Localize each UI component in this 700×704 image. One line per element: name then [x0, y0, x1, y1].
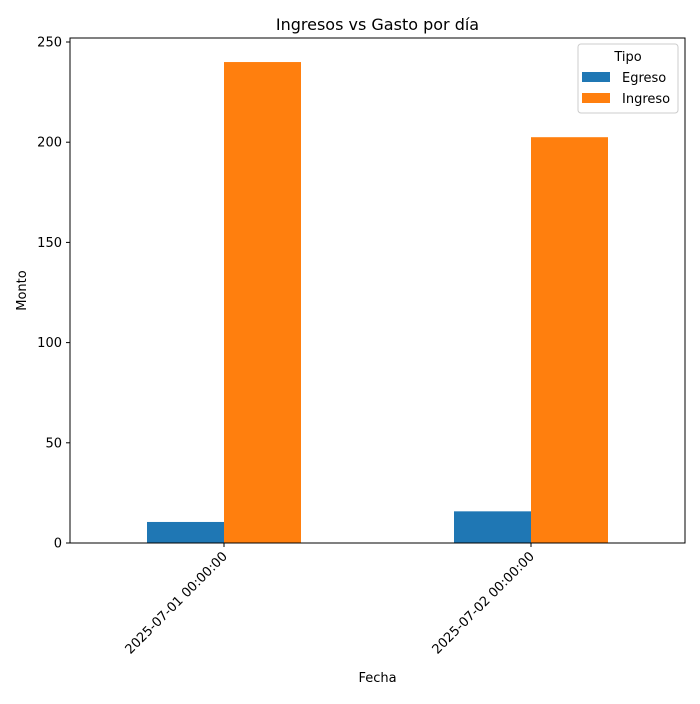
chart-title: Ingresos vs Gasto por día [276, 15, 479, 34]
legend-label-egreso: Egreso [622, 71, 666, 86]
y-tick-label: 50 [45, 436, 62, 451]
legend-title: Tipo [613, 50, 641, 65]
legend-swatch-ingreso [582, 93, 610, 103]
x-tick-label: 2025-07-01 00:00:00 [123, 549, 231, 657]
y-tick-label: 0 [54, 537, 62, 552]
plot-frame [69, 37, 686, 544]
y-tick-label: 200 [37, 136, 62, 151]
x-axis-label: Fecha [358, 671, 396, 686]
bars-layer [147, 62, 608, 544]
bar-ingreso-1 [224, 62, 301, 544]
x-tick-label: 2025-07-02 00:00:00 [430, 549, 538, 657]
legend-label-ingreso: Ingreso [622, 92, 670, 107]
y-tick-label: 150 [37, 236, 62, 251]
bar-ingreso-2 [531, 137, 608, 544]
legend: Tipo Egreso Ingreso [577, 43, 679, 114]
y-axis-label: Monto [15, 270, 30, 311]
y-tick-label: 250 [37, 36, 62, 51]
bar-egreso-1 [147, 521, 224, 543]
bar-egreso-2 [454, 511, 531, 543]
legend-swatch-egreso [582, 72, 610, 82]
y-tick-label: 100 [37, 336, 62, 351]
